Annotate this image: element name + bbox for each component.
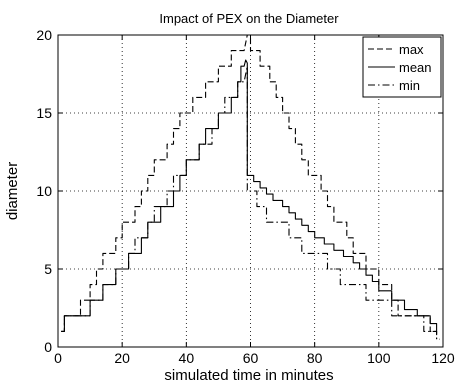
y-tick-label: 15 [36,105,52,121]
x-axis-ticks: 0 20 40 60 80 100 120 [54,35,455,366]
x-tick-label: 60 [243,350,259,366]
y-axis-label: diameter [4,162,21,220]
y-tick-label: 0 [44,339,52,355]
legend-label-min: min [399,78,420,93]
y-axis-ticks: 0 5 10 15 20 [36,27,443,355]
chart-title: Impact of PEX on the Diameter [159,11,339,26]
series-line-mean [61,59,438,332]
x-tick-label: 120 [431,350,455,366]
series-line-min [61,65,440,340]
y-tick-label: 10 [36,183,52,199]
legend-label-mean: mean [399,60,432,75]
x-tick-label: 80 [307,350,323,366]
y-tick-label: 5 [44,261,52,277]
x-tick-label: 40 [179,350,195,366]
x-axis-label: simulated time in minutes [164,367,333,383]
x-tick-label: 20 [114,350,130,366]
legend: max mean min [362,36,442,98]
x-tick-label: 0 [54,350,62,366]
legend-label-max: max [399,42,424,57]
y-tick-label: 20 [36,27,52,43]
x-tick-label: 100 [367,350,391,366]
